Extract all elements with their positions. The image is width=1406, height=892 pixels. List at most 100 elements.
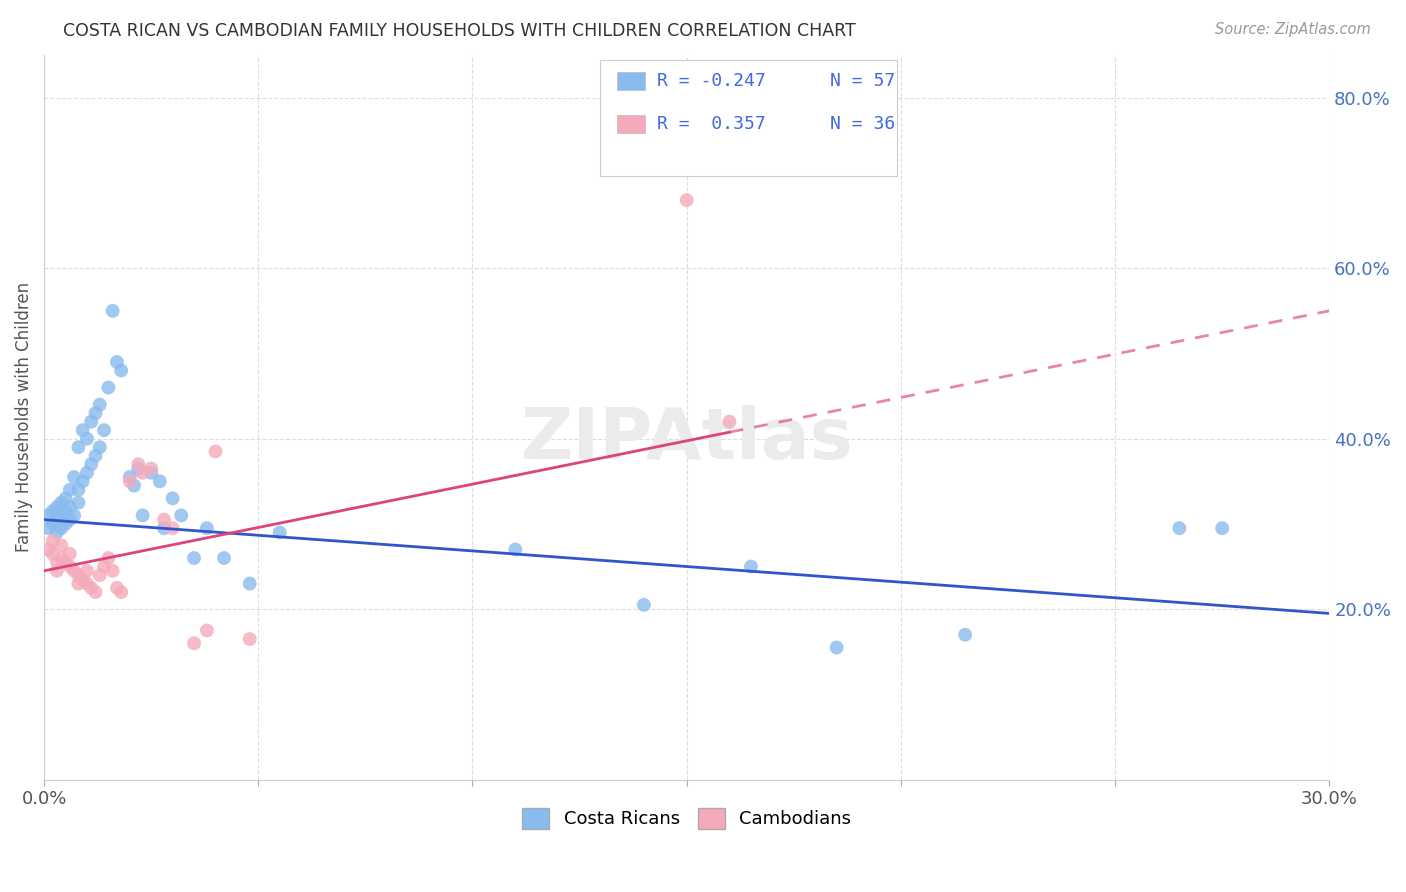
Point	[67, 495, 90, 509]
Text: ZIPAtlas: ZIPAtlas	[520, 405, 853, 474]
Point	[59, 559, 82, 574]
Point	[105, 581, 128, 595]
Point	[141, 461, 163, 475]
Point	[105, 355, 128, 369]
Point	[162, 521, 184, 535]
Point	[76, 576, 98, 591]
Point	[84, 449, 107, 463]
Text: N = 57: N = 57	[830, 72, 894, 90]
Point	[67, 440, 90, 454]
Point	[1168, 521, 1191, 535]
Point	[149, 475, 172, 489]
Point	[101, 303, 124, 318]
Point	[72, 475, 94, 489]
Point	[505, 542, 527, 557]
Point	[51, 521, 73, 535]
Text: R = -0.247: R = -0.247	[657, 72, 765, 90]
Point	[67, 568, 90, 582]
Point	[127, 461, 149, 475]
Point	[67, 483, 90, 497]
Point	[89, 440, 111, 454]
Point	[80, 415, 103, 429]
Point	[37, 542, 59, 557]
Point	[46, 564, 69, 578]
Point	[183, 636, 205, 650]
Point	[41, 504, 63, 518]
Point	[953, 628, 976, 642]
Point	[63, 508, 86, 523]
Point	[1211, 521, 1233, 535]
Point	[76, 432, 98, 446]
Point	[633, 598, 655, 612]
Point	[131, 466, 153, 480]
Point	[239, 576, 262, 591]
Point	[59, 513, 82, 527]
Point	[51, 551, 73, 566]
Point	[718, 415, 741, 429]
Text: N = 36: N = 36	[830, 115, 894, 133]
Point	[162, 491, 184, 506]
Point	[55, 491, 77, 506]
Point	[51, 495, 73, 509]
Point	[101, 564, 124, 578]
Point	[51, 538, 73, 552]
Point	[239, 632, 262, 646]
Point	[55, 504, 77, 518]
Point	[204, 444, 226, 458]
Point	[51, 508, 73, 523]
Legend: Costa Ricans, Cambodians: Costa Ricans, Cambodians	[515, 800, 859, 836]
Point	[63, 470, 86, 484]
Point	[97, 380, 120, 394]
Text: COSTA RICAN VS CAMBODIAN FAMILY HOUSEHOLDS WITH CHILDREN CORRELATION CHART: COSTA RICAN VS CAMBODIAN FAMILY HOUSEHOL…	[63, 22, 856, 40]
Point	[89, 398, 111, 412]
Point	[269, 525, 291, 540]
Point	[89, 568, 111, 582]
Point	[59, 500, 82, 514]
Point	[67, 576, 90, 591]
Point	[63, 564, 86, 578]
Point	[170, 508, 193, 523]
Point	[153, 521, 176, 535]
Point	[46, 500, 69, 514]
Point	[825, 640, 848, 655]
Point	[84, 406, 107, 420]
Point	[41, 516, 63, 531]
Point	[118, 475, 141, 489]
Point	[127, 457, 149, 471]
Point	[41, 547, 63, 561]
Text: R =  0.357: R = 0.357	[657, 115, 765, 133]
Point	[183, 551, 205, 566]
Point	[84, 585, 107, 599]
Point	[110, 363, 132, 377]
Y-axis label: Family Households with Children: Family Households with Children	[15, 282, 32, 552]
Point	[72, 423, 94, 437]
Point	[55, 555, 77, 569]
Point	[46, 555, 69, 569]
Point	[195, 521, 218, 535]
Text: Source: ZipAtlas.com: Source: ZipAtlas.com	[1215, 22, 1371, 37]
Point	[72, 572, 94, 586]
Point	[46, 513, 69, 527]
Point	[195, 624, 218, 638]
Point	[59, 483, 82, 497]
Point	[80, 581, 103, 595]
Point	[55, 516, 77, 531]
Point	[93, 423, 115, 437]
Point	[212, 551, 235, 566]
Point	[740, 559, 762, 574]
Point	[76, 466, 98, 480]
Point	[675, 193, 697, 207]
Point	[41, 533, 63, 548]
Point	[46, 525, 69, 540]
Point	[118, 470, 141, 484]
Point	[37, 521, 59, 535]
Point	[110, 585, 132, 599]
Point	[131, 508, 153, 523]
Point	[93, 559, 115, 574]
Point	[59, 547, 82, 561]
Point	[122, 478, 145, 492]
Point	[80, 457, 103, 471]
Point	[141, 466, 163, 480]
Point	[97, 551, 120, 566]
Point	[153, 513, 176, 527]
